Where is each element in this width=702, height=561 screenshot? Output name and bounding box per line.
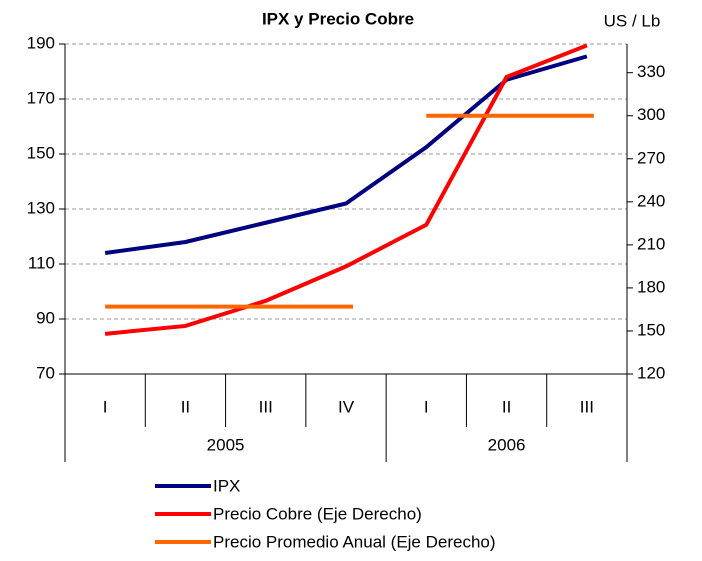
y2-tick-label: 300 (637, 105, 665, 124)
y-tick-label: 70 (36, 363, 55, 382)
series-line (104, 54, 588, 255)
y-tick-label: 190 (27, 33, 55, 52)
y2-tick-label: 240 (637, 191, 665, 210)
y2-tick-label: 150 (637, 320, 665, 339)
x-tick-label: IV (338, 397, 355, 416)
group-label: 2006 (488, 435, 526, 454)
y-tick-label: 130 (27, 198, 55, 217)
y2-tick-label: 210 (637, 234, 665, 253)
y2-tick-label: 330 (637, 62, 665, 81)
x-tick-label: II (181, 397, 190, 416)
legend-label: IPX (213, 476, 240, 495)
group-label: 2005 (207, 435, 245, 454)
y2-tick-label: 120 (637, 363, 665, 382)
y2-tick-label: 180 (637, 277, 665, 296)
x-tick-label: I (103, 397, 108, 416)
y-tick-label: 90 (36, 308, 55, 327)
y2-axis-label: US / Lb (604, 11, 661, 30)
chart-title: IPX y Precio Cobre (262, 9, 414, 28)
series-line (104, 43, 588, 336)
y-tick-label: 110 (28, 253, 55, 272)
x-tick-label: II (502, 397, 511, 416)
y-tick-label: 150 (27, 143, 55, 162)
x-tick-label: III (259, 397, 273, 416)
legend-label: Precio Promedio Anual (Eje Derecho) (213, 532, 496, 551)
x-tick-label: I (424, 397, 429, 416)
y-tick-label: 170 (27, 88, 55, 107)
legend-label: Precio Cobre (Eje Derecho) (213, 504, 422, 523)
y2-tick-label: 270 (637, 148, 665, 167)
x-tick-label: III (580, 397, 594, 416)
